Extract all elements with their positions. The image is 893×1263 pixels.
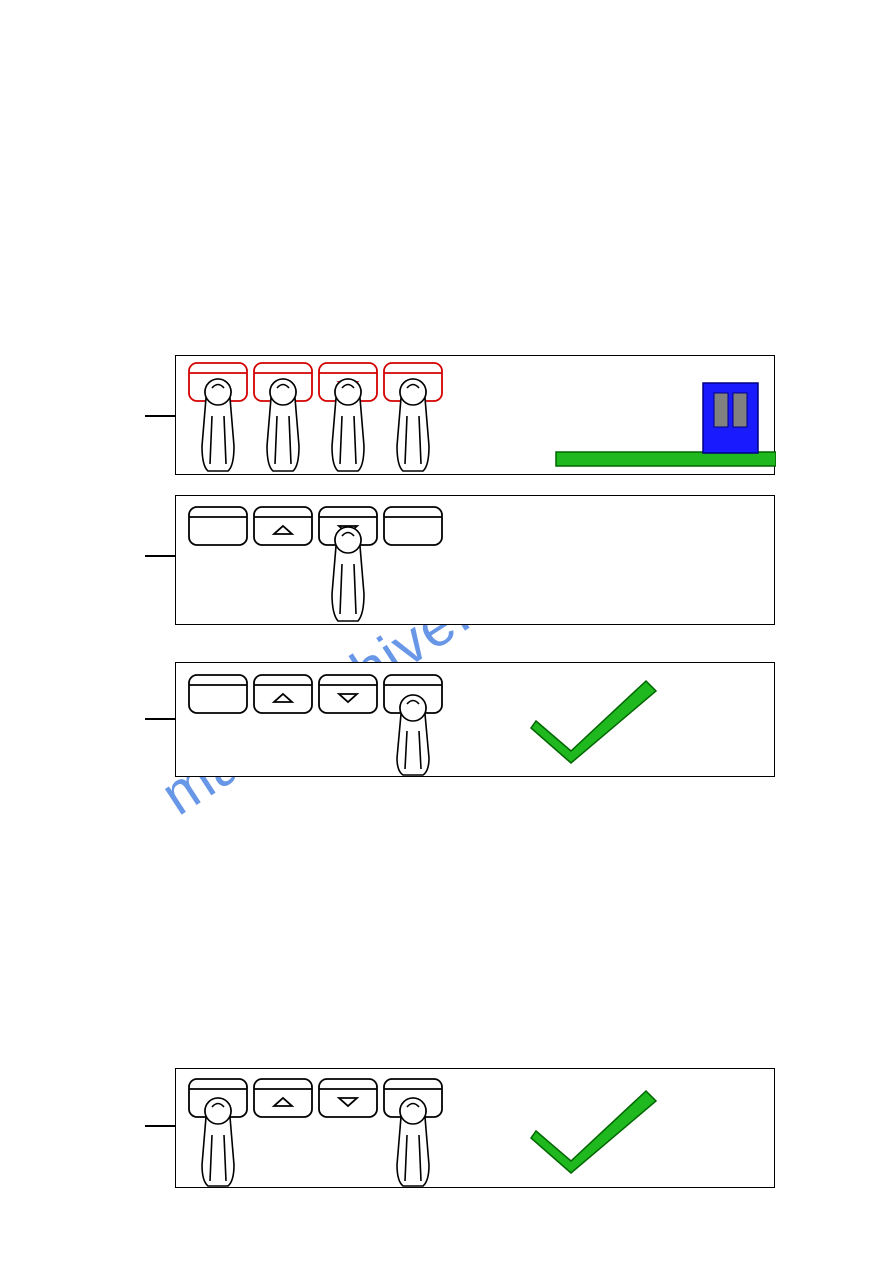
step-box-4 [175,1068,775,1188]
step-box-2 [175,495,775,625]
step-tick-4 [145,1125,175,1127]
finger-icon [397,379,429,471]
finger-icon [202,1098,234,1186]
button-row-2 [189,507,442,545]
step3-graphic [176,663,776,778]
finger-icon [332,527,364,621]
finger-icon [397,1098,429,1186]
step1-graphic [176,356,776,476]
step-tick-2 [145,555,175,557]
step-box-1 [175,355,775,475]
step-box-3 [175,662,775,777]
checkmark-icon [531,1091,656,1173]
finger-icon [267,379,299,471]
step-tick-1 [145,415,175,417]
page: manualshive.com [0,0,893,1263]
device-icon [703,383,758,453]
finger-icon [202,379,234,471]
finger-icon [397,695,429,775]
checkmark-icon [531,681,656,763]
step2-graphic [176,496,776,626]
step-tick-3 [145,718,175,720]
step4-graphic [176,1069,776,1189]
finger-icon [332,379,364,471]
